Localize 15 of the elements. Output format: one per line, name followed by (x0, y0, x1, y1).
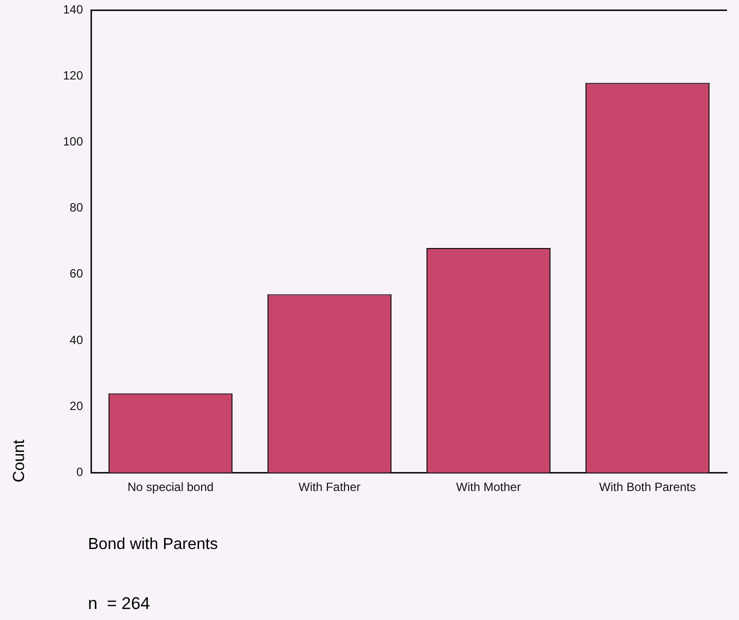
x-tick-label: With Both Parents (599, 480, 696, 494)
y-axis-title: Count (11, 439, 29, 483)
y-tick-label: 60 (70, 266, 84, 281)
y-tick-label: 140 (62, 2, 84, 17)
x-tick-label: With Mother (456, 480, 521, 494)
y-tick-label: 20 (70, 398, 84, 413)
y-tick-label: 120 (62, 68, 84, 83)
x-tick-label: No special bond (127, 480, 214, 494)
y-tick-label: 80 (70, 200, 84, 215)
x-tick-label: With Father (298, 480, 361, 494)
y-tick-label: 0 (76, 464, 84, 479)
y-tick-label: 40 (70, 332, 84, 347)
text: n = 264 (88, 594, 150, 614)
x-axis-title: Bond with Parents (88, 536, 218, 554)
y-tick-label: 100 (62, 134, 84, 149)
